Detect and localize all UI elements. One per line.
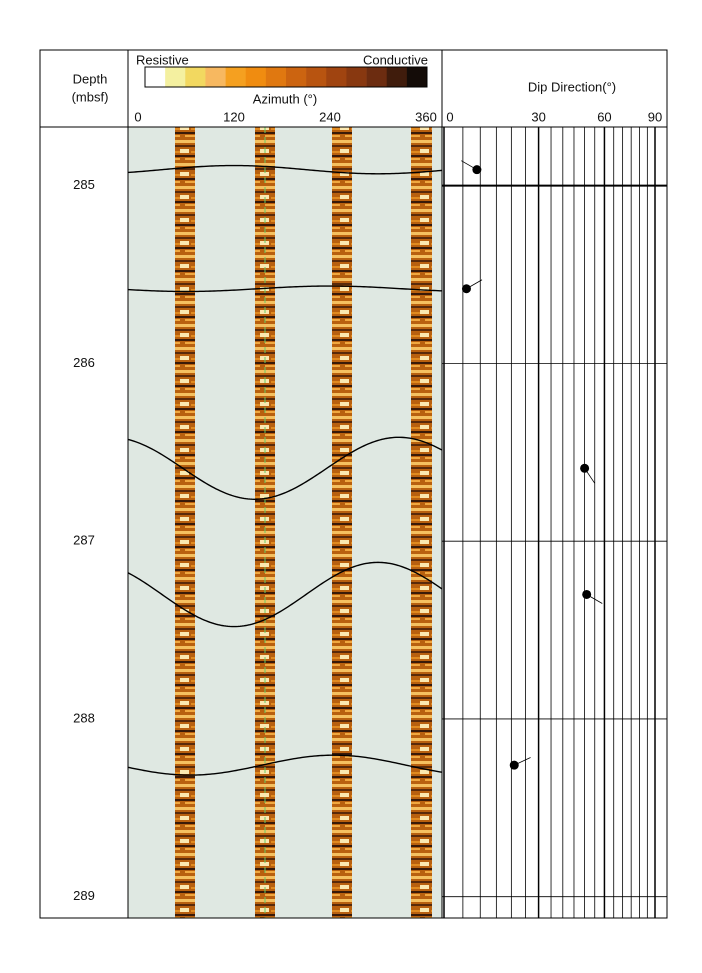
y-tick-label: 285 xyxy=(73,177,95,192)
x-tick-label: 240 xyxy=(319,109,341,124)
colorbar-cell xyxy=(286,67,307,87)
colorbar-cell xyxy=(185,67,206,87)
colorbar-cell xyxy=(145,67,166,87)
colorbar-cell xyxy=(406,67,428,87)
tadpole xyxy=(509,760,519,770)
x-tick-label: 0 xyxy=(134,109,141,124)
y-tick-label: 288 xyxy=(73,710,95,725)
sinusoid xyxy=(127,754,443,776)
tadpole xyxy=(472,165,482,175)
legend-high: Conductive xyxy=(363,52,428,67)
frame xyxy=(39,49,668,919)
colorbar-cell xyxy=(306,67,327,87)
dip-tick-label: 0 xyxy=(446,109,453,124)
x-axis-label: Azimuth (°) xyxy=(253,91,317,106)
colorbar-cell xyxy=(205,67,226,87)
y-tick-label: 286 xyxy=(73,355,95,370)
sinusoid xyxy=(127,285,443,293)
x-tick-label: 360 xyxy=(415,109,437,124)
sinusoid xyxy=(127,561,443,628)
colorbar-cell xyxy=(386,67,408,87)
plot-layer xyxy=(127,127,667,918)
dip-tick-label: 60 xyxy=(597,109,611,124)
pad-image xyxy=(411,127,432,918)
y-tick-label: 289 xyxy=(73,888,95,903)
y-tick-label: 287 xyxy=(73,533,95,548)
pad-image xyxy=(332,127,352,918)
tadpole xyxy=(582,589,592,599)
dip-tick-label: 30 xyxy=(531,109,545,124)
x-tick-label: 120 xyxy=(223,109,245,124)
legend-low: Resistive xyxy=(136,52,189,67)
pad-image xyxy=(175,127,195,918)
colorbar-cell xyxy=(366,67,388,87)
colorbar-cell xyxy=(165,67,186,87)
dip-tick-label: 90 xyxy=(648,109,662,124)
sinusoid xyxy=(127,164,443,175)
tadpole xyxy=(461,284,471,294)
sinusoid xyxy=(127,436,443,500)
depth-label: (mbsf) xyxy=(72,89,109,104)
colorbar-cell xyxy=(265,67,287,87)
dip-track-title: Dip Direction(°) xyxy=(528,79,616,94)
colorbar-cell xyxy=(225,67,247,87)
tadpole xyxy=(580,463,590,473)
depth-label: Depth xyxy=(73,71,108,86)
colorbar-cell xyxy=(245,67,267,87)
colorbar-cell xyxy=(346,67,367,87)
colorbar-cell xyxy=(326,67,347,87)
colorbar-frame xyxy=(144,66,428,88)
